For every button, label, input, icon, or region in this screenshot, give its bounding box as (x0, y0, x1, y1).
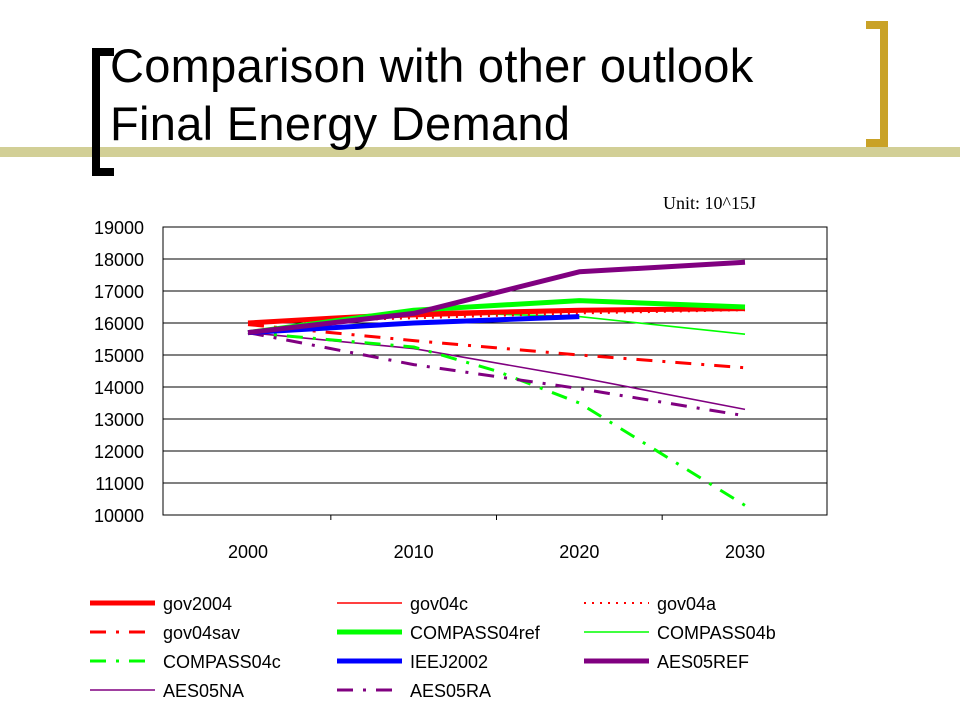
y-tick-label-14000: 14000 (94, 378, 144, 398)
series-line-ieej2002 (247, 314, 580, 336)
y-tick-label-12000: 12000 (94, 442, 144, 462)
legend-label-aes05ra: AES05RA (410, 681, 491, 701)
series-line-aes05ref (247, 259, 746, 336)
legend-label-compass04c: COMPASS04c (163, 652, 281, 672)
y-tick-label-13000: 13000 (94, 410, 144, 430)
grid-layer (162, 226, 828, 516)
series-line-gov04a (247, 309, 746, 324)
slide-title-line-2: Final Energy Demand (110, 97, 571, 150)
legend-label-compass04ref: COMPASS04ref (410, 623, 541, 643)
series-line-aes05na (247, 331, 746, 411)
x-tick-label-2020: 2020 (559, 542, 599, 562)
legend-label-gov04a: gov04a (657, 594, 717, 614)
series-line-gov04sav (247, 323, 746, 370)
legend-label-aes05ref: AES05REF (657, 652, 749, 672)
axis-layer: 19000 18000 17000 16000 15000 14000 13000 12000… (94, 218, 765, 562)
legend-label-gov04sav: gov04sav (163, 623, 240, 643)
legend-label-gov04c: gov04c (410, 594, 468, 614)
y-tick-label-18000: 18000 (94, 250, 144, 270)
series-layer (247, 259, 746, 507)
unit-label: Unit: 10^15J (663, 193, 756, 213)
y-tick-label-17000: 17000 (94, 282, 144, 302)
legend-label-gov2004: gov2004 (163, 594, 232, 614)
plot-area-frame (162, 226, 828, 516)
legend-label-ieej2002: IEEJ2002 (410, 652, 488, 672)
slide-title-line-1: Comparison with other outlook (110, 39, 754, 92)
legend: gov2004 gov04c gov04a gov04sav COMPASS04ref C… (90, 594, 776, 701)
y-tick-label-10000: 10000 (94, 506, 144, 526)
x-tick-label-2010: 2010 (394, 542, 434, 562)
legend-label-aes05na: AES05NA (163, 681, 244, 701)
right-bracket (866, 21, 888, 147)
left-bracket (92, 48, 114, 176)
series-line-aes05ra (247, 331, 746, 418)
y-tick-label-15000: 15000 (94, 346, 144, 366)
legend-label-compass04b: COMPASS04b (657, 623, 776, 643)
y-tick-label-19000: 19000 (94, 218, 144, 238)
y-tick-label-16000: 16000 (94, 314, 144, 334)
title-accent-bar (0, 147, 960, 157)
y-tick-label-11000: 11000 (95, 474, 144, 494)
x-tick-label-2000: 2000 (228, 542, 268, 562)
x-tick-label-2030: 2030 (725, 542, 765, 562)
